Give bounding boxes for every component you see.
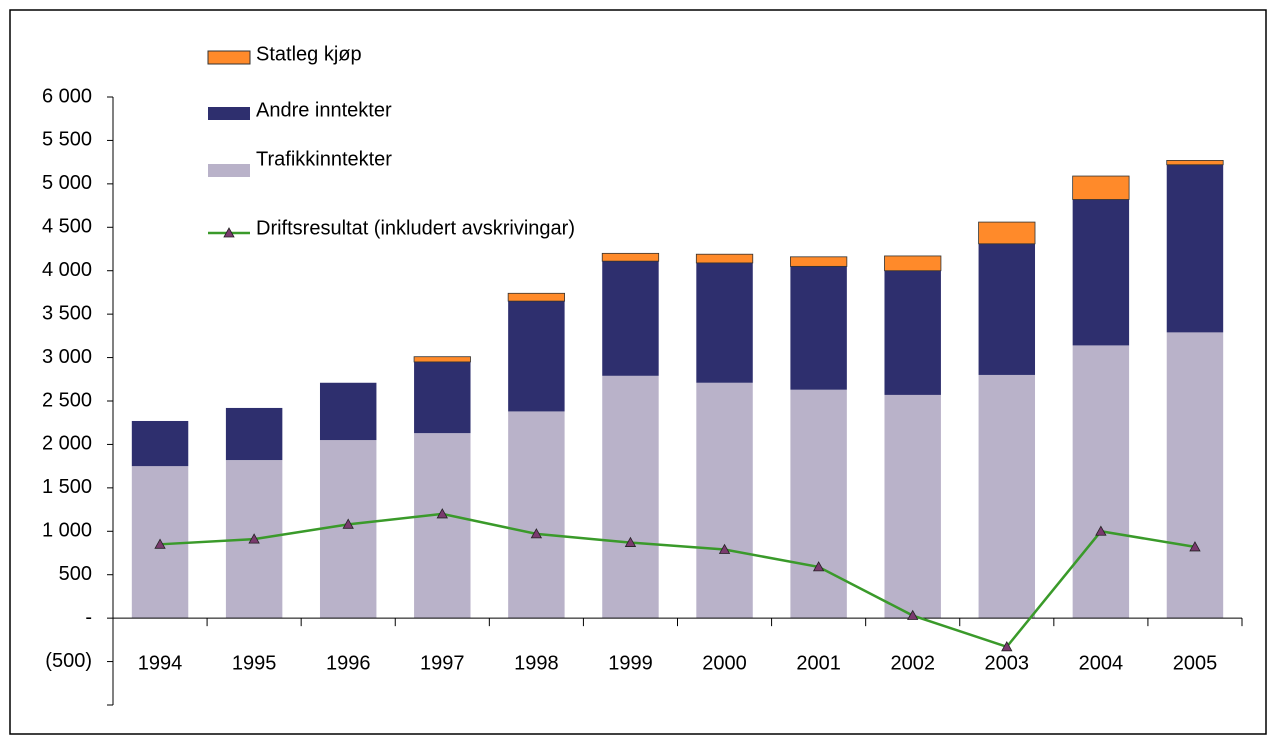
bar-segment bbox=[413, 356, 471, 363]
y-tick-label: (500) bbox=[45, 650, 92, 672]
bar-segment bbox=[508, 411, 565, 619]
line-marker bbox=[436, 508, 448, 519]
y-tick-label: 4 000 bbox=[42, 259, 92, 281]
y-tick-label: 3 500 bbox=[42, 302, 92, 324]
line-marker bbox=[812, 561, 825, 572]
x-tick-label: 2004 bbox=[1079, 652, 1124, 674]
line-marker bbox=[154, 538, 166, 549]
y-tick-label: 6 000 bbox=[42, 85, 92, 107]
bar-segment bbox=[790, 256, 848, 267]
y-tick-label: 2 500 bbox=[42, 389, 92, 411]
legend-label: Statleg kjøp bbox=[256, 43, 362, 65]
bar-segment bbox=[1072, 175, 1130, 200]
y-tick-label: 1 000 bbox=[42, 520, 92, 542]
x-tick-label: 2000 bbox=[702, 652, 747, 674]
bar-segment bbox=[508, 301, 565, 412]
y-tick-label: 5 500 bbox=[42, 129, 92, 151]
x-tick-label: 2005 bbox=[1173, 652, 1218, 674]
line-marker bbox=[907, 609, 919, 620]
legend-swatch bbox=[208, 107, 250, 120]
bar-segment bbox=[695, 253, 754, 264]
bar-segment bbox=[602, 261, 659, 376]
bar-segment bbox=[414, 433, 471, 619]
x-tick-label: 2001 bbox=[796, 652, 841, 674]
x-tick-label: 1995 bbox=[232, 652, 277, 674]
legend-marker bbox=[223, 227, 235, 238]
y-tick-label: 500 bbox=[59, 563, 92, 585]
x-tick-label: 2002 bbox=[890, 652, 935, 674]
bar-segment bbox=[319, 440, 377, 619]
legend-label: Andre inntekter bbox=[256, 99, 392, 121]
x-tick-label: 1994 bbox=[138, 652, 183, 674]
bar-segment bbox=[1166, 332, 1224, 619]
x-tick-label: 1997 bbox=[420, 652, 465, 674]
bar-segment bbox=[884, 255, 942, 272]
bar-segment bbox=[978, 243, 1036, 375]
y-tick-label: 1 500 bbox=[42, 476, 92, 498]
line-marker bbox=[248, 533, 260, 544]
bar-segment bbox=[1072, 345, 1130, 619]
line-series bbox=[159, 512, 1196, 649]
y-tick-label: 2 000 bbox=[42, 433, 92, 455]
legend-label: Driftsresultat (inkludert avskrivingar) bbox=[256, 217, 575, 239]
line-marker bbox=[624, 536, 637, 547]
bar-segment bbox=[602, 375, 659, 619]
bar-segment bbox=[414, 361, 471, 434]
x-tick-label: 1996 bbox=[326, 652, 371, 674]
bar-segment bbox=[1166, 160, 1224, 166]
line-marker bbox=[1001, 640, 1013, 652]
bar-segment bbox=[978, 374, 1036, 619]
line-marker bbox=[530, 528, 543, 539]
bar-segment bbox=[1166, 164, 1224, 333]
legend-label: Trafikkinntekter bbox=[256, 148, 392, 170]
x-tick-label: 1998 bbox=[514, 652, 559, 674]
bar-segment bbox=[225, 407, 283, 461]
y-tick-label: 3 000 bbox=[42, 346, 92, 368]
line-marker bbox=[1095, 525, 1107, 536]
bar-segment bbox=[319, 382, 377, 441]
legend-swatch bbox=[208, 164, 250, 177]
line-marker bbox=[718, 543, 731, 554]
bar-segment bbox=[696, 382, 753, 619]
bar-segment bbox=[507, 292, 565, 302]
bar-segment bbox=[696, 262, 753, 383]
bar-segment bbox=[601, 252, 660, 262]
line-marker bbox=[1189, 541, 1201, 552]
bar-segment bbox=[131, 420, 189, 467]
bar-segment bbox=[884, 270, 941, 395]
bar-segment bbox=[1072, 199, 1130, 346]
y-tick-label: - bbox=[85, 606, 92, 628]
x-tick-label: 1999 bbox=[608, 652, 653, 674]
y-tick-label: 4 500 bbox=[42, 216, 92, 238]
bar-segment bbox=[790, 389, 847, 619]
x-tick-label: 2003 bbox=[985, 652, 1030, 674]
line-marker bbox=[342, 518, 354, 529]
bar-segment bbox=[884, 394, 941, 619]
y-tick-label: 5 000 bbox=[42, 172, 92, 194]
bar-segment bbox=[790, 266, 847, 390]
legend-swatch bbox=[207, 50, 251, 65]
bar-segment bbox=[978, 221, 1036, 245]
